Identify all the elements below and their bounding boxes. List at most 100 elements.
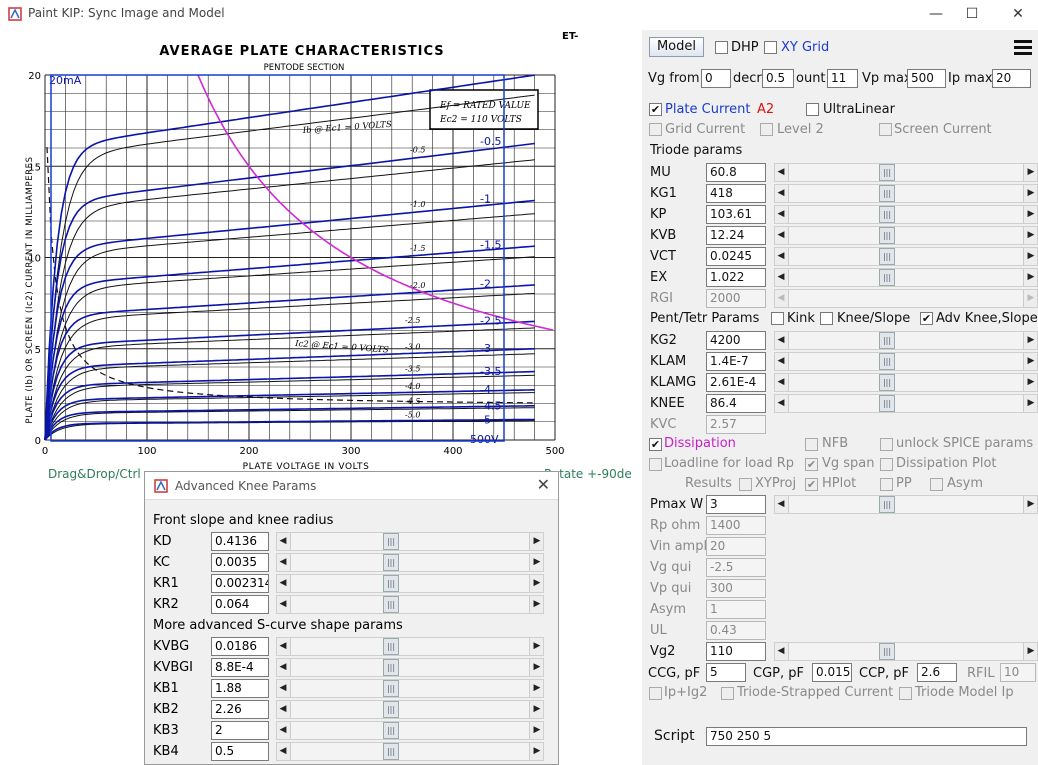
scroll-thumb[interactable]: ||| — [879, 643, 895, 660]
scroll-left-arrow-icon[interactable]: ◀ — [279, 746, 287, 756]
scroll-right-arrow-icon[interactable]: ▶ — [533, 599, 541, 609]
ip-ig2-checkbox[interactable] — [649, 687, 662, 700]
param-field[interactable]: -2.5 — [706, 558, 766, 577]
scroll-track[interactable]: ||| — [788, 353, 1024, 370]
param-slider[interactable]: ◀ ||| ▶ — [276, 721, 544, 740]
scroll-right-arrow-icon[interactable]: ▶ — [1027, 167, 1035, 177]
scroll-track[interactable]: ||| — [788, 164, 1024, 181]
scroll-left-arrow-icon[interactable]: ◀ — [279, 536, 287, 546]
plate-current-checkbox[interactable]: ✔ — [649, 103, 662, 116]
param-slider[interactable]: ◀ ||| ▶ — [276, 700, 544, 719]
scroll-thumb[interactable]: ||| — [879, 374, 895, 391]
scroll-left-arrow-icon[interactable]: ◀ — [777, 209, 785, 219]
xyproj-checkbox[interactable] — [739, 478, 752, 491]
param-field[interactable]: 0.0186 — [211, 637, 269, 656]
param-slider[interactable]: ◀ ||| ▶ — [774, 205, 1038, 224]
scroll-track[interactable]: ||| — [290, 638, 530, 655]
dissipation-checkbox[interactable]: ✔ — [649, 438, 662, 451]
param-field[interactable]: 12.24 — [706, 226, 766, 245]
diss-plot-checkbox[interactable] — [880, 458, 893, 471]
ultralinear-checkbox[interactable] — [806, 103, 819, 116]
param-field[interactable]: 1 — [706, 600, 766, 619]
scroll-left-arrow-icon[interactable]: ◀ — [777, 188, 785, 198]
cgp-field[interactable]: 0.015 — [812, 663, 852, 682]
script-field[interactable]: 750 250 5 — [706, 727, 1027, 746]
param-field[interactable]: 1.88 — [211, 679, 269, 698]
param-slider[interactable]: ◀ ||| ▶ — [774, 495, 1038, 514]
grid-current-checkbox[interactable] — [649, 123, 662, 136]
scroll-right-arrow-icon[interactable]: ▶ — [1027, 272, 1035, 282]
param-field[interactable]: 2 — [211, 721, 269, 740]
knee-slope-checkbox[interactable] — [820, 312, 833, 325]
param-slider[interactable]: ◀ ||| ▶ — [276, 574, 544, 593]
scroll-right-arrow-icon[interactable]: ▶ — [533, 578, 541, 588]
scroll-left-arrow-icon[interactable]: ◀ — [279, 683, 287, 693]
param-field[interactable]: 0.4136 — [211, 532, 269, 551]
scroll-thumb[interactable]: ||| — [383, 638, 399, 655]
scroll-thumb[interactable]: ||| — [383, 722, 399, 739]
rfil-field[interactable]: 10 — [1000, 663, 1036, 682]
scroll-right-arrow-icon[interactable]: ▶ — [1027, 646, 1035, 656]
scroll-thumb[interactable]: ||| — [383, 701, 399, 718]
param-field[interactable]: 4200 — [706, 331, 766, 350]
scroll-right-arrow-icon[interactable]: ▶ — [1027, 499, 1035, 509]
scroll-right-arrow-icon[interactable]: ▶ — [533, 704, 541, 714]
screen-current-checkbox[interactable] — [879, 123, 892, 136]
scroll-left-arrow-icon[interactable]: ◀ — [279, 557, 287, 567]
scroll-left-arrow-icon[interactable]: ◀ — [279, 599, 287, 609]
param-field[interactable]: 2000 — [706, 289, 766, 308]
param-slider[interactable]: ◀ ||| ▶ — [774, 268, 1038, 287]
param-field[interactable]: 2.61E-4 — [706, 373, 766, 392]
close-button[interactable]: ✕ — [1012, 6, 1024, 22]
scroll-track[interactable]: ||| — [788, 185, 1024, 202]
param-field[interactable]: 1.022 — [706, 268, 766, 287]
adv-knee-checkbox[interactable]: ✔ — [920, 312, 933, 325]
pp-checkbox[interactable] — [880, 478, 893, 491]
scroll-left-arrow-icon[interactable]: ◀ — [777, 398, 785, 408]
dialog-close-button[interactable]: ✕ — [536, 475, 550, 494]
scroll-thumb[interactable]: ||| — [879, 332, 895, 349]
ip-max-field[interactable]: 20 — [992, 69, 1031, 88]
scroll-track[interactable]: ||| — [788, 290, 1024, 307]
param-slider[interactable]: ◀ ||| ▶ — [774, 352, 1038, 371]
scroll-right-arrow-icon[interactable]: ▶ — [533, 557, 541, 567]
scroll-thumb[interactable]: ||| — [879, 353, 895, 370]
param-slider[interactable]: ◀ ||| ▶ — [774, 184, 1038, 203]
scroll-left-arrow-icon[interactable]: ◀ — [777, 293, 785, 303]
unlock-spice-checkbox[interactable] — [880, 438, 893, 451]
param-slider[interactable]: ◀ ||| ▶ — [774, 394, 1038, 413]
scroll-track[interactable]: ||| — [290, 659, 530, 676]
param-field[interactable]: 2.26 — [211, 700, 269, 719]
scroll-track[interactable]: ||| — [290, 575, 530, 592]
scroll-left-arrow-icon[interactable]: ◀ — [279, 725, 287, 735]
param-field[interactable]: 0.002314 — [211, 574, 269, 593]
param-field[interactable]: 1.4E-7 — [706, 352, 766, 371]
scroll-right-arrow-icon[interactable]: ▶ — [1027, 335, 1035, 345]
param-field[interactable]: 86.4 — [706, 394, 766, 413]
nfb-checkbox[interactable] — [805, 438, 818, 451]
param-field[interactable]: 1400 — [706, 516, 766, 535]
scroll-thumb[interactable]: ||| — [383, 659, 399, 676]
scroll-left-arrow-icon[interactable]: ◀ — [777, 272, 785, 282]
param-field[interactable]: 418 — [706, 184, 766, 203]
vg-from-field[interactable]: 0 — [701, 69, 731, 88]
scroll-track[interactable]: ||| — [290, 722, 530, 739]
scroll-thumb[interactable]: ||| — [383, 680, 399, 697]
asym-checkbox[interactable] — [930, 478, 943, 491]
scroll-thumb[interactable]: ||| — [879, 185, 895, 202]
vp-max-field[interactable]: 500 — [907, 69, 946, 88]
scroll-right-arrow-icon[interactable]: ▶ — [533, 725, 541, 735]
maximize-button[interactable]: ☐ — [965, 6, 979, 22]
scroll-left-arrow-icon[interactable]: ◀ — [777, 356, 785, 366]
scroll-left-arrow-icon[interactable]: ◀ — [777, 230, 785, 240]
param-field[interactable]: 3 — [706, 495, 766, 514]
scroll-track[interactable]: ||| — [788, 374, 1024, 391]
plot-area[interactable]: AVERAGE PLATE CHARACTERISTICS PENTODE SE… — [0, 30, 642, 482]
scroll-thumb[interactable]: ||| — [879, 269, 895, 286]
param-slider[interactable]: ◀ ||| ▶ — [774, 226, 1038, 245]
kink-checkbox[interactable] — [771, 312, 784, 325]
scroll-left-arrow-icon[interactable]: ◀ — [777, 646, 785, 656]
scroll-track[interactable]: ||| — [788, 496, 1024, 513]
param-slider[interactable]: ◀ ||| ▶ — [276, 679, 544, 698]
scroll-track[interactable]: ||| — [290, 596, 530, 613]
